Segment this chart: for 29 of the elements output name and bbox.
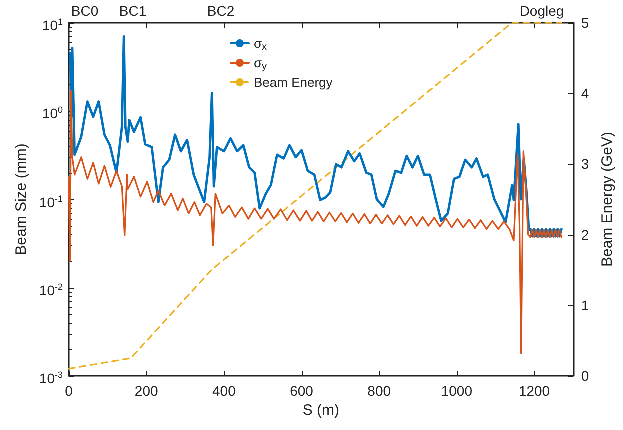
y2-axis-title: Beam Energy (GeV) <box>599 132 616 268</box>
text: Dogleg <box>520 3 564 19</box>
y2-tick-label: 4 <box>581 86 590 102</box>
text: BC0 <box>71 3 99 19</box>
y2-tick-label: 2 <box>581 226 590 243</box>
x-tick-label: 1000 <box>441 383 473 399</box>
y2-tick-label: 1 <box>581 297 590 314</box>
y-tick-label: 10$^{-2}$ <box>39 280 63 298</box>
x-tick-label: 200 <box>134 383 158 399</box>
y-tick-label: 10$^{-1}$ <box>39 192 63 210</box>
text: BC2 <box>207 3 235 19</box>
line-series <box>68 90 562 354</box>
y2-tick-label: 3 <box>581 156 590 172</box>
x-axis-title: S (m) <box>302 402 340 419</box>
y2-tick-label: 5 <box>581 15 590 31</box>
legend-label: Beam Energy <box>254 75 334 90</box>
x-tick-label: 600 <box>290 383 314 399</box>
y-tick-label: 10$^{-3}$ <box>39 369 63 387</box>
y-axis-title: Beam Size (mm) <box>13 144 30 256</box>
y2-tick-label: 0 <box>581 368 590 384</box>
line-series <box>69 35 563 238</box>
y-tick-label: 10$^{0}$ <box>42 104 63 122</box>
x-tick-label: 800 <box>368 383 392 399</box>
line-series <box>68 22 562 370</box>
x-tick-label: 0 <box>65 383 74 399</box>
text: BC1 <box>119 3 147 19</box>
x-tick-label: 400 <box>212 383 236 399</box>
y-tick-label: 10$^{1}$ <box>42 16 63 34</box>
x-tick-label: 1200 <box>518 383 550 399</box>
